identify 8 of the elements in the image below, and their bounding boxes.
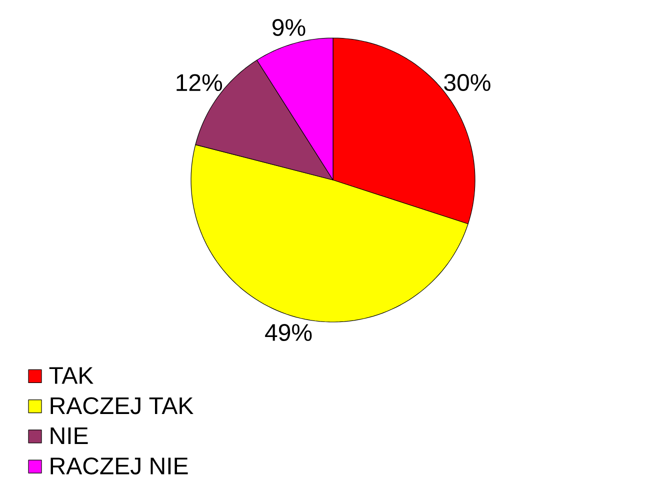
data-label: 12% xyxy=(176,74,222,91)
data-label: 9% xyxy=(272,18,306,36)
legend-label: NIE xyxy=(50,427,88,444)
legend-label: TAK xyxy=(49,367,94,384)
legend-label: RACZEJ NIE xyxy=(50,457,188,474)
data-label: 49% xyxy=(265,324,312,342)
legend-label: RACZEJ TAK xyxy=(50,397,194,414)
data-label: 30% xyxy=(444,74,490,91)
